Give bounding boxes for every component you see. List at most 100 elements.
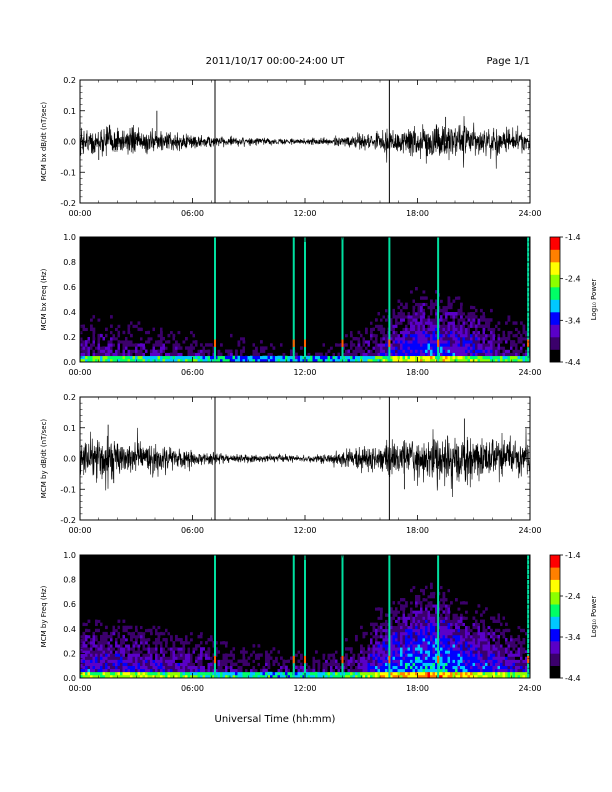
spectrogram-cell <box>482 327 486 332</box>
spectrogram-cell <box>352 644 356 648</box>
spectrogram-cell <box>170 671 173 676</box>
spectrogram-cell <box>257 656 261 660</box>
spectrogram-cell <box>420 352 423 357</box>
spectrogram-cell <box>482 355 486 360</box>
spectrogram-cell <box>392 613 396 617</box>
spectrogram-cell <box>375 634 378 639</box>
spectrogram-cell <box>355 668 358 673</box>
spectrogram-cell <box>207 662 211 667</box>
spectrogram-cell <box>385 628 388 633</box>
spectrogram-cell <box>100 656 103 660</box>
spectrogram-cell <box>442 610 446 614</box>
spectrogram-cell <box>435 349 438 353</box>
spectrogram-cell <box>487 349 491 353</box>
spectrogram-cell <box>177 355 181 360</box>
spectrogram-cell <box>470 337 473 341</box>
spectrogram-cell <box>122 644 126 648</box>
spectrogram-cell <box>332 653 336 657</box>
spectrogram-cell <box>115 625 118 630</box>
spectrogram-cell <box>295 641 298 645</box>
colorbar-tick-label: -4.4 <box>565 358 581 367</box>
y-tick-label: -0.2 <box>60 199 76 208</box>
spectrogram-cell <box>440 340 443 344</box>
spectrogram-cell <box>217 634 221 639</box>
spectrogram-cell <box>430 604 433 608</box>
spectrogram-cell <box>420 634 423 639</box>
spectrogram-cell <box>515 343 518 347</box>
spectrogram-cell <box>85 308 88 313</box>
spectrogram-cell <box>432 333 436 338</box>
spectrogram-cell <box>312 656 316 660</box>
spectrogram-cell <box>517 352 521 357</box>
spectrogram-cell <box>425 656 428 660</box>
spectrogram-cell <box>420 650 423 654</box>
spectrogram-cell <box>250 662 253 667</box>
spectrogram-cell <box>485 312 488 316</box>
spectrogram-cell <box>340 668 343 673</box>
spectrogram-cell <box>177 668 181 673</box>
spectrogram-cell <box>302 671 306 676</box>
spectrogram-cell <box>417 641 421 645</box>
spectrogram-cell <box>95 631 98 636</box>
spectrogram-cell <box>430 349 433 353</box>
spectrogram-cell <box>125 352 128 357</box>
spectrogram-cell <box>190 656 193 660</box>
spectrogram-cell <box>242 665 246 670</box>
spectrogram-cell <box>372 340 376 344</box>
spectrogram-cell <box>462 340 466 344</box>
spectrogram-cell <box>322 343 326 347</box>
spectrogram-cell <box>82 604 86 608</box>
spectrogram-cell <box>165 349 168 353</box>
spectrogram-cell <box>325 659 328 663</box>
spectrogram-cell <box>430 638 433 642</box>
spectrogram-cell <box>150 333 153 338</box>
spectrogram-cell <box>200 358 203 363</box>
spectrogram-cell <box>95 340 98 344</box>
spectrogram-cell <box>425 601 428 605</box>
spectrogram-cell <box>102 337 106 341</box>
spectrogram-cell <box>342 346 346 350</box>
spectrogram-cell <box>425 358 428 363</box>
spectrogram-cell <box>445 671 448 676</box>
spectrogram-cell <box>82 662 86 667</box>
spectrogram-cell <box>220 674 223 679</box>
spectrogram-cell <box>462 653 466 657</box>
spectrogram-cell <box>337 343 341 347</box>
spectrogram-cell <box>322 653 326 657</box>
spectrogram-cell <box>400 346 403 350</box>
spectrogram-cell <box>375 650 378 654</box>
spectrogram-cell <box>325 355 328 360</box>
spectrogram-cell <box>492 333 496 338</box>
spectrogram-cell <box>355 674 358 679</box>
spectrogram-cell <box>447 622 451 627</box>
spectrogram-cell <box>402 355 406 360</box>
spectrogram-cell <box>247 662 251 667</box>
spectrogram-cell <box>310 355 313 360</box>
spectrogram-cell <box>380 340 383 344</box>
spectrogram-cell <box>190 355 193 360</box>
spectrogram-cell <box>522 340 526 344</box>
spectrogram-cell <box>462 650 466 654</box>
spectrogram-cell <box>432 305 436 310</box>
spectrogram-cell <box>425 619 428 623</box>
spectrogram-cell <box>170 674 173 679</box>
spectrogram-cell <box>450 607 453 611</box>
spectrogram-cell <box>340 355 343 360</box>
spectrogram-cell <box>347 671 351 676</box>
spectrogram-cell <box>432 638 436 642</box>
spectrogram-cell <box>317 662 321 667</box>
spectrogram-cell <box>465 308 468 313</box>
spectrogram-cell <box>385 305 388 310</box>
spectrogram-cell <box>197 665 201 670</box>
spectrogram-cell <box>262 665 266 670</box>
spectrogram-cell <box>477 650 481 654</box>
spectrogram-cell <box>342 352 346 357</box>
spectrogram-cell <box>167 656 171 660</box>
spectrogram-cell <box>465 321 468 325</box>
spectrogram-cell <box>475 641 478 645</box>
spectrogram-cell <box>115 647 118 651</box>
spectrogram-cell <box>295 343 298 347</box>
spectrogram-cell <box>200 346 203 350</box>
spectrogram-cell <box>172 327 176 332</box>
spectrogram-cell <box>447 585 451 590</box>
